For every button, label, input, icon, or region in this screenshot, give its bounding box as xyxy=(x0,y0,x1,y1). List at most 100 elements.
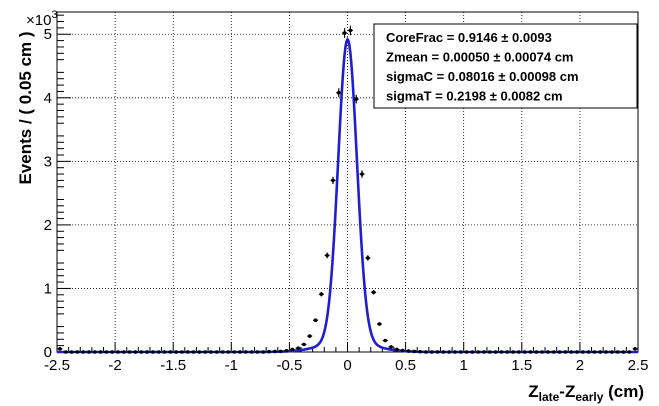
data-point xyxy=(283,348,289,353)
y-tick-label: 4 xyxy=(44,90,52,107)
data-point xyxy=(330,176,336,185)
data-point xyxy=(127,350,133,354)
data-point xyxy=(191,350,197,354)
data-point xyxy=(359,170,365,178)
data-point xyxy=(551,350,557,354)
data-point xyxy=(406,349,412,353)
stats-row: Zmean = 0.00050 ± 0.00074 cm xyxy=(386,50,573,65)
data-point xyxy=(150,350,156,354)
data-point xyxy=(237,350,243,354)
x-tick-label: -1 xyxy=(225,357,238,374)
data-point xyxy=(417,349,423,354)
data-point xyxy=(156,350,162,354)
data-point xyxy=(626,350,632,354)
data-point xyxy=(429,350,435,354)
data-point xyxy=(324,252,330,259)
x-tick-label: -1.5 xyxy=(160,357,186,374)
axis-ticks xyxy=(56,14,639,353)
data-point xyxy=(510,350,516,354)
data-point xyxy=(545,350,551,354)
data-point xyxy=(202,350,208,354)
data-point xyxy=(138,350,144,354)
stats-row: sigmaT = 0.2198 ± 0.0082 cm xyxy=(386,89,563,104)
data-point xyxy=(353,94,359,104)
stats-box-frame xyxy=(373,23,638,109)
data-point xyxy=(440,350,446,354)
data-point xyxy=(347,25,353,36)
data-point xyxy=(464,350,470,354)
data-point xyxy=(313,318,319,323)
data-point xyxy=(254,350,260,354)
data-point xyxy=(185,350,191,354)
data-point xyxy=(272,349,278,354)
y-tick-label: 1 xyxy=(44,280,52,297)
data-point xyxy=(132,350,138,354)
data-point xyxy=(98,350,104,354)
data-point xyxy=(504,350,510,354)
data-point xyxy=(220,350,226,354)
data-point xyxy=(516,350,522,354)
data-point xyxy=(557,350,563,354)
x-tick-label: -2 xyxy=(108,357,121,374)
data-point xyxy=(487,350,493,354)
x-tick-label: 1 xyxy=(460,357,468,374)
data-point xyxy=(318,291,324,297)
data-point xyxy=(533,350,539,354)
data-point xyxy=(266,349,272,354)
data-point xyxy=(452,350,458,354)
y-tick-labels: 0 1 2 3 4 5 xyxy=(44,26,52,361)
data-point xyxy=(243,350,249,354)
y-tick-label: 5 xyxy=(44,26,52,43)
data-point xyxy=(388,345,394,349)
data-point xyxy=(144,350,150,354)
x-tick-label: 1.5 xyxy=(511,357,532,374)
data-point xyxy=(80,350,86,354)
data-point xyxy=(609,350,615,354)
data-point xyxy=(179,350,185,354)
x-tick-label: 0.5 xyxy=(395,357,416,374)
data-point xyxy=(394,347,400,352)
x-tick-label: -2.5 xyxy=(44,357,70,374)
data-point xyxy=(121,350,127,354)
stats-box: CoreFrac = 0.9146 ± 0.0093 Zmean = 0.0005… xyxy=(373,23,638,109)
y-axis-title: Events / ( 0.05 cm ) xyxy=(16,31,35,184)
data-point xyxy=(411,349,417,354)
data-point xyxy=(539,350,545,354)
stats-row: sigmaC = 0.08016 ± 0.00098 cm xyxy=(386,69,579,84)
data-point xyxy=(469,350,475,354)
data-point xyxy=(615,350,621,354)
data-point xyxy=(580,350,586,354)
data-point xyxy=(371,289,377,295)
x-axis-title: Zlate-Zearly (cm) xyxy=(528,382,644,404)
x-tick-label: 0 xyxy=(343,357,351,374)
data-point xyxy=(69,350,75,354)
data-point xyxy=(591,350,597,354)
data-point xyxy=(260,350,266,354)
data-point xyxy=(115,350,121,354)
data-point xyxy=(214,350,220,354)
data-point xyxy=(86,350,92,354)
data-point xyxy=(475,350,481,354)
data-point xyxy=(603,350,609,354)
x-tick-label: -0.5 xyxy=(276,357,302,374)
data-point xyxy=(109,350,115,354)
data-point xyxy=(289,347,295,352)
data-point xyxy=(562,350,568,354)
data-point xyxy=(522,350,528,354)
x-tick-labels: -2.5 -2 -1.5 -1 -0.5 0 0.5 1 1.5 2 2.5 xyxy=(44,357,648,374)
data-point xyxy=(365,255,371,261)
data-point xyxy=(435,350,441,354)
data-point xyxy=(167,350,173,354)
data-point xyxy=(458,350,464,354)
data-point xyxy=(103,350,109,354)
y-exponent-label: ×103 xyxy=(26,9,58,29)
data-point xyxy=(295,346,301,350)
data-point xyxy=(225,350,231,354)
data-point xyxy=(498,350,504,354)
data-point xyxy=(493,350,499,354)
data-point xyxy=(161,350,167,354)
data-point xyxy=(400,348,406,353)
x-tick-label: 2 xyxy=(576,357,584,374)
data-point xyxy=(620,350,626,354)
